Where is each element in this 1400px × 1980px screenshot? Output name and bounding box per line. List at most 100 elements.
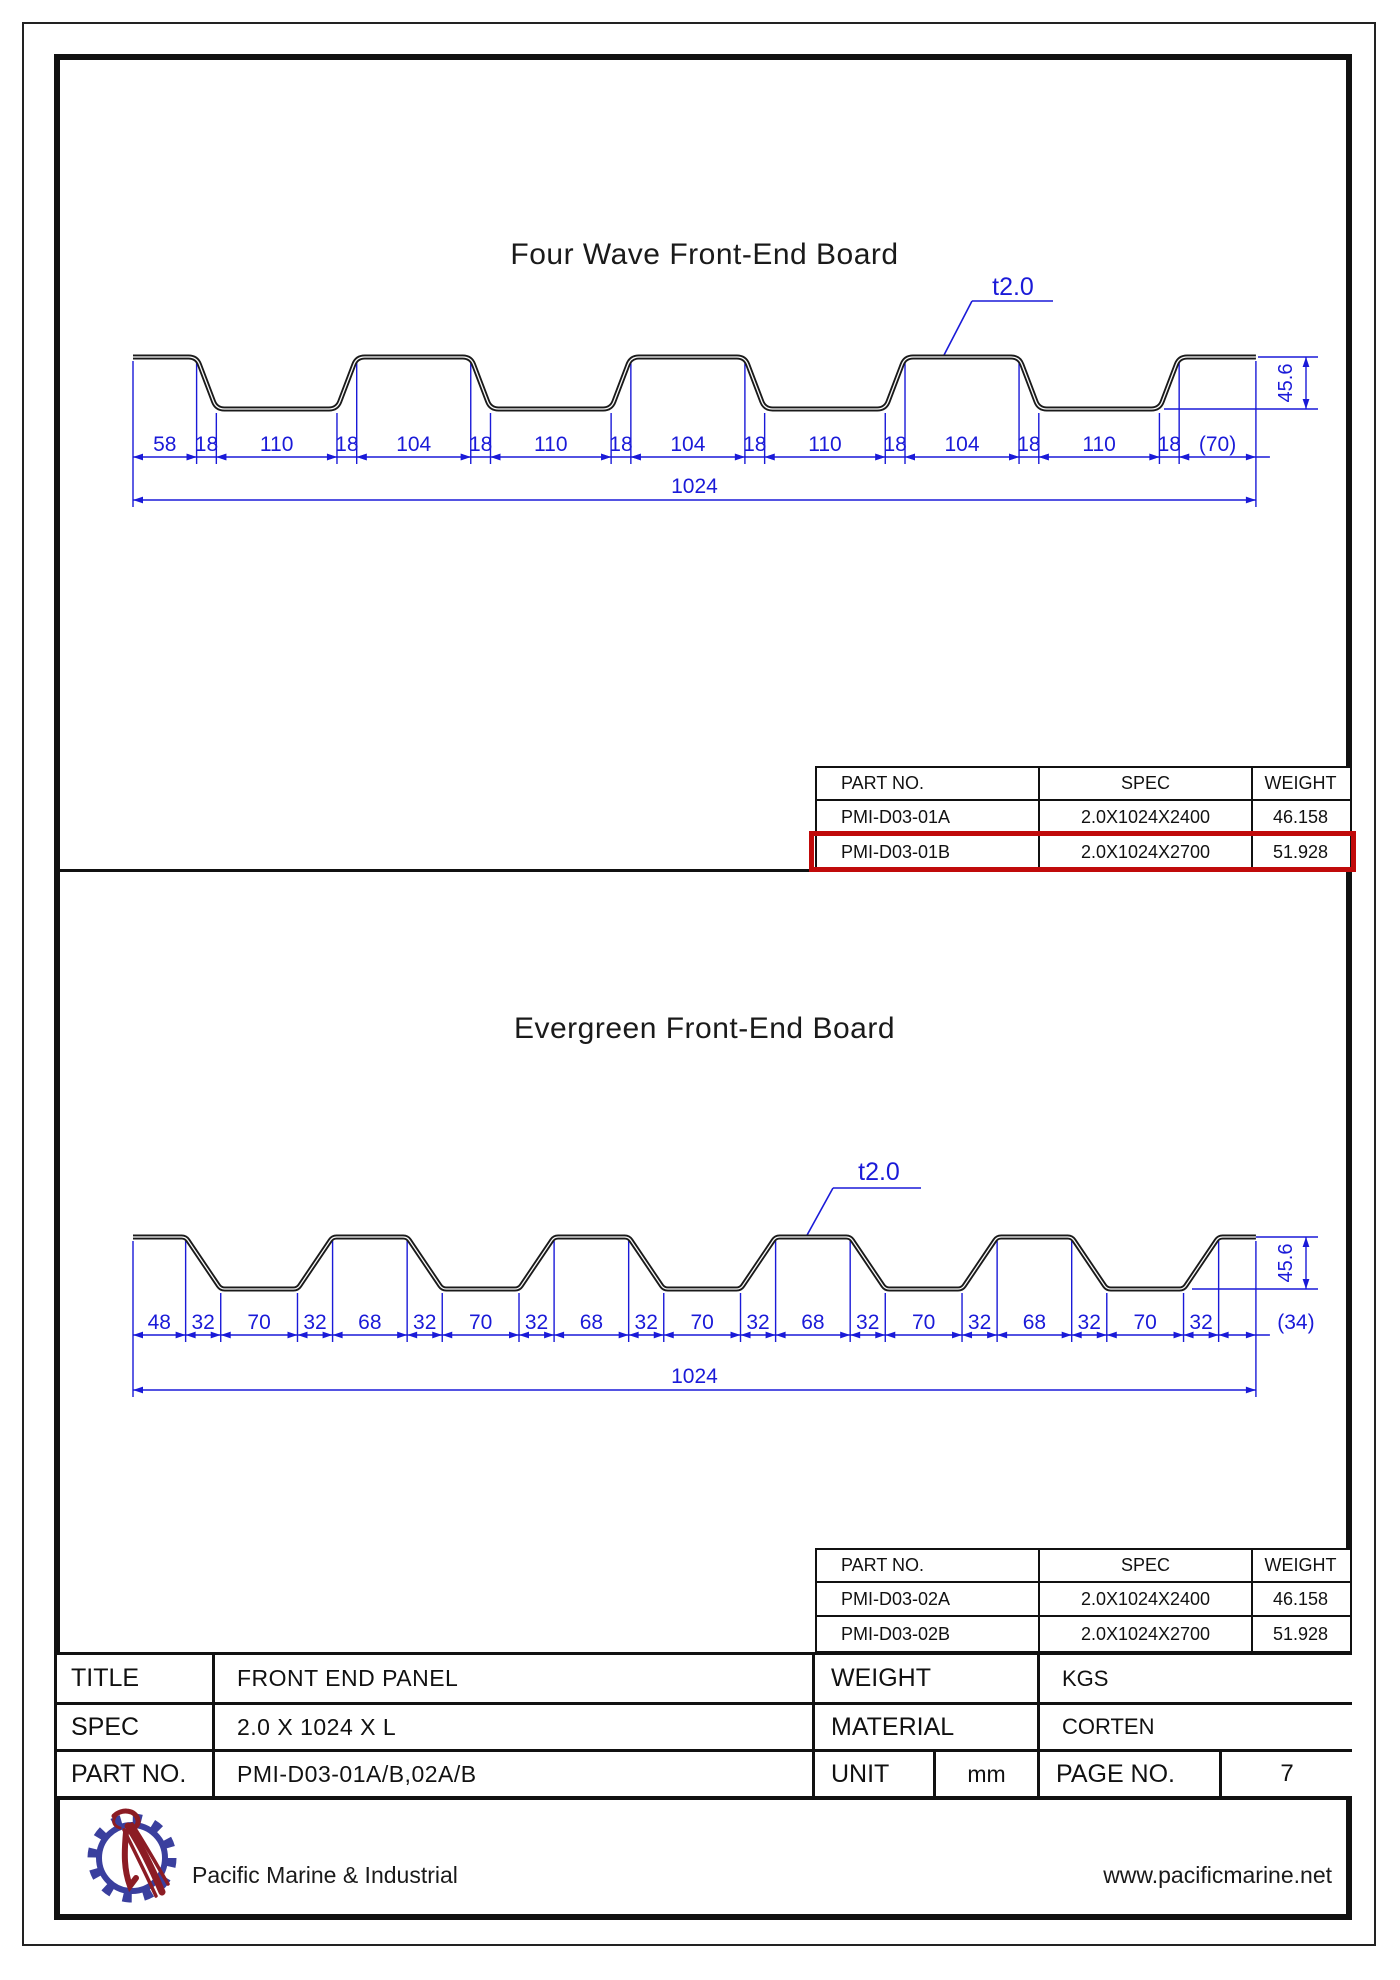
footer-website: www.pacificmarine.net <box>1103 1862 1332 1888</box>
svg-text:104: 104 <box>396 433 431 456</box>
svg-text:18: 18 <box>1017 433 1040 456</box>
drawing-0: 58 18 110 18 104 18 110 18 104 18 110 18 104 18 110 18 (… <box>132 273 1318 507</box>
svg-text:68: 68 <box>580 1311 603 1334</box>
table-cell: 2.0X1024X2700 <box>1040 835 1253 869</box>
overall-dimension: 1024 <box>133 475 1256 504</box>
title-block-row-partno: PART NO. PMI-D03-01A/B,02A/B UNIT mm PAG… <box>57 1749 1352 1796</box>
svg-text:18: 18 <box>743 433 766 456</box>
outer-border <box>22 22 1376 1946</box>
title-block-row-spec: SPEC 2.0 X 1024 X L MATERIAL CORTEN <box>57 1702 1352 1749</box>
table-row: PMI-D03-01A 2.0X1024X2400 46.158 <box>817 801 1350 835</box>
svg-text:110: 110 <box>534 433 567 456</box>
part-table-evergreen: PART NO. SPEC WEIGHT PMI-D03-02A 2.0X1024X24… <box>815 1548 1352 1653</box>
table-cell: 51.928 <box>1272 1623 1329 1644</box>
dimension-chain: 58 18 110 18 104 18 110 18 104 18 110 18 104 18 110 18 (… <box>133 433 1270 461</box>
page-no-value: 7 <box>1280 1760 1294 1787</box>
title-value: FRONT END PANEL <box>215 1655 815 1702</box>
svg-text:110: 110 <box>1082 433 1115 456</box>
svg-text:110: 110 <box>260 433 293 456</box>
page-no-label: PAGE NO. <box>1040 1752 1222 1796</box>
svg-text:32: 32 <box>303 1311 326 1334</box>
table-cell: 46.158 <box>1272 806 1329 827</box>
svg-text:18: 18 <box>1158 433 1181 456</box>
thickness-leader: t2.0 <box>805 1158 921 1238</box>
column-header: PART NO. <box>817 1550 1040 1581</box>
column-header: SPEC <box>1040 1550 1253 1581</box>
svg-text:18: 18 <box>609 433 632 456</box>
spec-value: 2.0 X 1024 X L <box>215 1705 815 1749</box>
svg-text:70: 70 <box>912 1311 935 1334</box>
svg-text:18: 18 <box>335 433 358 456</box>
svg-text:68: 68 <box>801 1311 824 1334</box>
partno-value: PMI-D03-01A/B,02A/B <box>215 1752 815 1796</box>
height-dimension: 45.6 <box>1164 356 1318 410</box>
title-label: TITLE <box>57 1655 215 1702</box>
table-cell: PMI-D03-01B <box>817 835 1040 869</box>
section-divider <box>57 869 1352 872</box>
table-cell: PMI-D03-02B <box>817 1617 1040 1651</box>
height-dimension: 45.6 <box>1192 1236 1318 1290</box>
svg-text:70: 70 <box>247 1311 270 1334</box>
svg-text:t2.0: t2.0 <box>992 273 1034 301</box>
table-row: PMI-D03-01B 2.0X1024X2700 51.928 <box>809 831 1356 872</box>
table-cell: PMI-D03-01A <box>817 801 1040 833</box>
svg-text:70: 70 <box>1133 1311 1156 1334</box>
material-label: MATERIAL <box>815 1705 1040 1749</box>
column-header: WEIGHT <box>1264 1555 1337 1575</box>
weight-label: WEIGHT <box>815 1655 1040 1702</box>
extension-lines <box>132 1241 1257 1397</box>
svg-text:110: 110 <box>808 433 841 456</box>
title-block: TITLE FRONT END PANEL WEIGHT KGS SPEC 2.… <box>57 1652 1352 1800</box>
material-value: CORTEN <box>1062 1714 1155 1739</box>
table-cell: PMI-D03-02A <box>817 1583 1040 1615</box>
column-header: PART NO. <box>817 768 1040 799</box>
extension-lines <box>132 361 1257 507</box>
svg-text:68: 68 <box>1023 1311 1046 1334</box>
svg-text:32: 32 <box>968 1311 991 1334</box>
table-cell: 51.928 <box>1272 841 1329 862</box>
table-cell: 2.0X1024X2400 <box>1040 801 1253 833</box>
overall-dimension: 1024 <box>133 1365 1256 1394</box>
svg-text:32: 32 <box>192 1311 215 1334</box>
svg-text:(70): (70) <box>1199 433 1236 456</box>
partno-label: PART NO. <box>57 1752 215 1796</box>
inner-border <box>54 54 1352 1920</box>
drawing-title-four-wave: Four Wave Front-End Board <box>510 238 899 271</box>
table-row: PMI-D03-02A 2.0X1024X2400 46.158 <box>817 1583 1350 1617</box>
svg-text:t2.0: t2.0 <box>858 1158 900 1186</box>
unit-value: mm <box>936 1752 1040 1796</box>
svg-text:32: 32 <box>1078 1311 1101 1334</box>
weight-value: KGS <box>1062 1665 1109 1691</box>
unit-label: UNIT <box>815 1752 936 1796</box>
title-block-row-title: TITLE FRONT END PANEL WEIGHT KGS <box>57 1655 1352 1702</box>
svg-text:32: 32 <box>856 1311 879 1334</box>
profile-outline <box>133 1234 1256 1292</box>
svg-text:18: 18 <box>469 433 492 456</box>
svg-text:58: 58 <box>153 433 176 456</box>
part-table-header-row: PART NO. SPEC WEIGHT <box>817 768 1350 801</box>
part-table-four-wave: PART NO. SPEC WEIGHT PMI-D03-01A 2.0X1024X24… <box>809 766 1356 872</box>
pelican-gear-logo <box>87 1808 177 1903</box>
svg-text:32: 32 <box>635 1311 658 1334</box>
svg-text:1024: 1024 <box>671 1365 718 1388</box>
dimension-chain: 48 32 70 32 68 32 70 32 68 32 70 32 68 32 70 32 68 32 70 32… <box>133 1311 1315 1339</box>
svg-text:45.6: 45.6 <box>1275 1244 1297 1283</box>
svg-text:45.6: 45.6 <box>1275 364 1297 403</box>
svg-text:68: 68 <box>358 1311 381 1334</box>
drawing-1: 48 32 70 32 68 32 70 32 68 32 70 32 68 32 70 32 68 32 70 32… <box>132 1158 1318 1397</box>
table-cell: 2.0X1024X2700 <box>1040 1617 1253 1651</box>
table-row: PMI-D03-02B 2.0X1024X2700 51.928 <box>817 1617 1350 1651</box>
table-cell: 2.0X1024X2400 <box>1040 1583 1253 1615</box>
table-cell: 46.158 <box>1272 1588 1329 1609</box>
svg-text:70: 70 <box>469 1311 492 1334</box>
svg-text:32: 32 <box>413 1311 436 1334</box>
column-header: SPEC <box>1040 768 1253 799</box>
profile-outline <box>133 354 1256 412</box>
part-table-header-row: PART NO. SPEC WEIGHT <box>817 1550 1350 1583</box>
footer-company-name: Pacific Marine & Industrial <box>192 1862 458 1888</box>
drawing-title-evergreen: Evergreen Front-End Board <box>513 1012 896 1045</box>
svg-text:48: 48 <box>148 1311 171 1334</box>
thickness-leader: t2.0 <box>942 273 1053 358</box>
